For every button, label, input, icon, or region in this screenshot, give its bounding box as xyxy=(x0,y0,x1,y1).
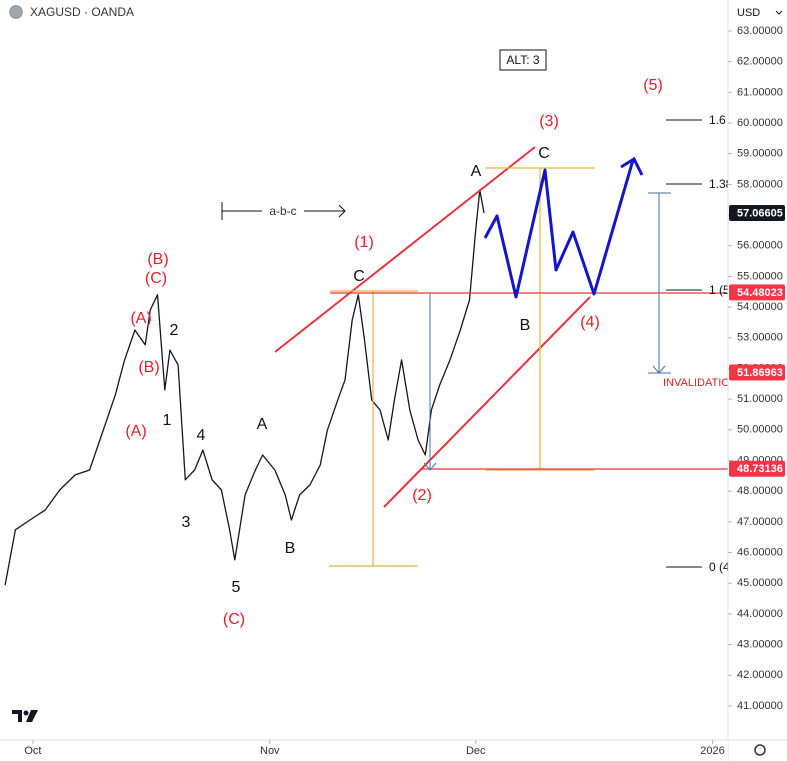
y-tick-label: 54.00000 xyxy=(737,301,783,313)
wave-label: (C) xyxy=(223,611,245,628)
currency-button[interactable] xyxy=(731,2,771,22)
price-label-box xyxy=(729,205,785,222)
price-label-box xyxy=(729,364,785,381)
axes: 41.00000 42.00000 43.00000 44.00000 45.00000… xyxy=(24,25,785,757)
symbol-title: XAGUSD · OANDA xyxy=(30,5,134,19)
projection-path xyxy=(483,159,635,299)
arrow-head xyxy=(423,462,437,471)
drawings xyxy=(221,49,728,568)
settings-icon[interactable] xyxy=(754,744,766,756)
y-tick-label: 63.00000 xyxy=(737,25,783,37)
x-tick-label: 2026 xyxy=(700,745,724,757)
wave-label: (B) xyxy=(138,359,159,376)
trend-line xyxy=(274,146,536,353)
wave-label: (A) xyxy=(130,310,151,327)
fib-label: 1.38 xyxy=(709,177,733,191)
y-tick-label: 56.00000 xyxy=(737,240,783,252)
wave-label: 1 xyxy=(163,412,172,429)
wave-label: 4 xyxy=(197,427,206,444)
y-tick-label: 58.00000 xyxy=(737,178,783,190)
y-tick-label: 61.00000 xyxy=(737,86,783,98)
price-line xyxy=(4,189,485,586)
fib-label: 1.6 xyxy=(709,113,726,127)
arrow-head xyxy=(338,204,346,218)
price-label: 51.86963 xyxy=(737,367,783,379)
label-bg xyxy=(262,202,304,220)
time-axis xyxy=(0,740,728,761)
wave-label: 2 xyxy=(170,322,179,339)
abc-label: a-b-c xyxy=(269,204,296,218)
price-label-box xyxy=(729,460,785,477)
y-tick-label: 55.00000 xyxy=(737,270,783,282)
symbol-icon xyxy=(9,5,23,19)
fib-label: 1 (5 xyxy=(709,283,730,297)
dropdown-icon[interactable] xyxy=(775,10,783,15)
y-tick-label: 43.00000 xyxy=(737,638,783,650)
y-tick-label: 51.00000 xyxy=(737,393,783,405)
currency-label[interactable]: USD xyxy=(737,7,760,19)
wave-label: (C) xyxy=(145,270,167,287)
x-tick-label: Oct xyxy=(24,745,41,757)
fib-label: 0 (4 xyxy=(709,560,730,574)
logo xyxy=(12,710,38,722)
y-tick-label: 60.00000 xyxy=(737,117,783,129)
x-tick-label: Dec xyxy=(466,745,486,757)
wave-label: (A) xyxy=(125,423,146,440)
wave-label: (1) xyxy=(354,234,374,251)
x-tick-label: Nov xyxy=(260,745,280,757)
price-label: 57.06605 xyxy=(737,207,783,219)
y-tick-label: 44.00000 xyxy=(737,608,783,620)
wave-label: A xyxy=(257,416,268,433)
trend-line xyxy=(383,296,591,508)
wave-label: (3) xyxy=(539,113,559,130)
price-label-box xyxy=(729,284,785,301)
wave-label: 5 xyxy=(232,579,241,596)
wave-label: (2) xyxy=(412,487,432,504)
y-tick-label: 42.00000 xyxy=(737,669,783,681)
price-label: 48.73136 xyxy=(737,463,783,475)
y-tick-label: 45.00000 xyxy=(737,577,783,589)
wave-label: C xyxy=(538,145,550,162)
wave-label: B xyxy=(520,317,531,334)
invalidation-label: INVALIDATIO xyxy=(663,377,730,389)
alt-box xyxy=(499,49,547,71)
y-tick-label: 48.00000 xyxy=(737,485,783,497)
y-tick-label: 47.00000 xyxy=(737,516,783,528)
wave-label: (4) xyxy=(580,314,600,331)
price-label: 54.48023 xyxy=(737,287,783,299)
plot-area xyxy=(4,189,485,586)
arrow-head xyxy=(620,156,644,176)
y-tick-label: 50.00000 xyxy=(737,424,783,436)
wave-label: A xyxy=(471,163,482,180)
y-tick-label: 41.00000 xyxy=(737,700,783,712)
y-tick-label: 59.00000 xyxy=(737,148,783,160)
price-axis xyxy=(728,0,787,761)
y-tick-label: 53.00000 xyxy=(737,332,783,344)
alt-label: ALT: 3 xyxy=(506,53,539,67)
wave-label: B xyxy=(285,540,296,557)
wave-label: (B) xyxy=(147,251,168,268)
wave-label: 3 xyxy=(182,514,191,531)
wave-label: (5) xyxy=(643,77,663,94)
y-tick-label: 62.00000 xyxy=(737,56,783,68)
y-tick-label: 46.00000 xyxy=(737,546,783,558)
wave-label: C xyxy=(353,268,365,285)
wave-labels: (B) (C) (A) 2 (B) 1 (A) 4 3 5 (C) A B C … xyxy=(125,53,732,628)
